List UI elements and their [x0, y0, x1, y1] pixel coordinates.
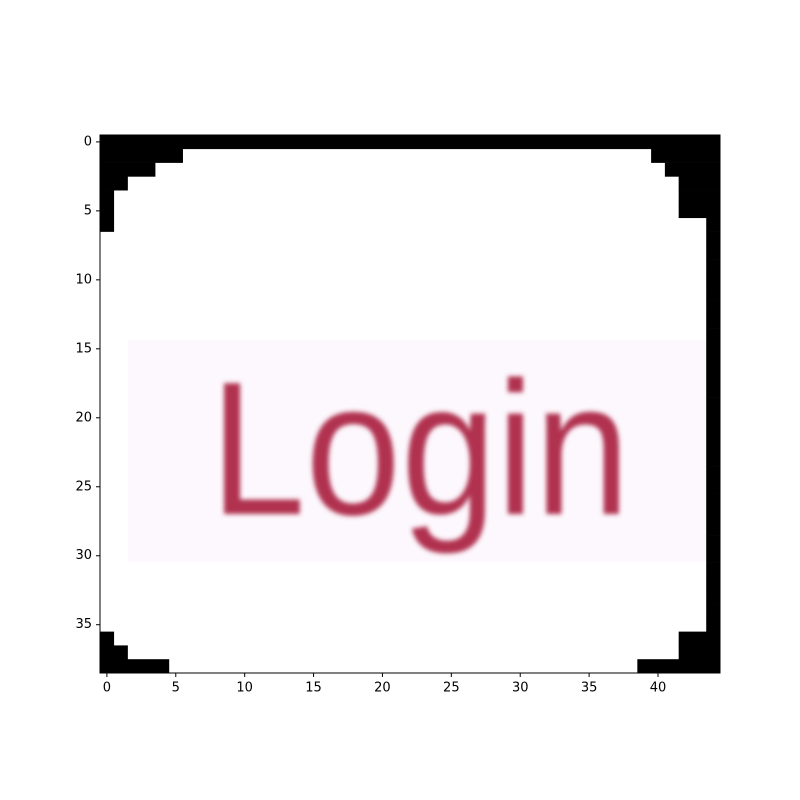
black-pixel — [100, 217, 115, 232]
black-pixel — [706, 245, 721, 260]
black-pixel — [100, 162, 156, 177]
black-pixel — [706, 383, 721, 398]
black-pixel — [706, 521, 721, 536]
black-pixel — [706, 507, 721, 522]
y-tick-label: 0 — [84, 134, 92, 149]
black-pixel — [706, 355, 721, 370]
black-pixel — [706, 341, 721, 357]
y-tick-label: 15 — [75, 341, 92, 356]
black-pixel — [706, 369, 721, 384]
black-pixel — [706, 604, 721, 619]
image-text: Login — [210, 343, 630, 555]
black-pixel — [706, 452, 721, 467]
x-tick-label: 25 — [443, 681, 460, 696]
black-pixel — [100, 631, 115, 646]
black-pixel — [706, 493, 721, 508]
y-tick-label: 10 — [75, 272, 92, 287]
black-pixel — [664, 162, 721, 177]
x-tick-label: 15 — [305, 681, 322, 696]
black-pixel — [706, 479, 721, 494]
black-pixel — [706, 576, 721, 591]
black-pixel — [678, 176, 721, 191]
black-pixel — [678, 645, 721, 660]
x-tick-label: 0 — [103, 681, 111, 696]
black-pixel — [706, 397, 721, 412]
black-pixel — [706, 535, 721, 550]
black-pixel — [706, 438, 721, 453]
black-pixel — [706, 286, 721, 301]
black-pixel — [678, 631, 721, 646]
y-tick-label: 30 — [75, 548, 92, 563]
black-pixel — [706, 259, 721, 274]
black-pixel — [100, 148, 183, 163]
black-pixel — [706, 231, 721, 246]
black-pixel — [678, 190, 721, 205]
black-pixel — [100, 135, 721, 150]
x-tick-label: 20 — [374, 681, 391, 696]
black-pixel — [706, 410, 721, 425]
black-pixel — [100, 176, 128, 191]
y-tick-label: 35 — [75, 617, 92, 632]
black-pixel — [706, 314, 721, 329]
x-tick-label: 35 — [581, 681, 598, 696]
text-backdrop — [128, 340, 706, 562]
black-pixel — [706, 424, 721, 439]
y-tick-label: 20 — [75, 410, 92, 425]
black-pixel — [100, 659, 170, 674]
black-pixel — [706, 466, 721, 481]
black-pixel — [706, 548, 721, 563]
frame-pixels — [100, 135, 721, 674]
black-pixel — [678, 203, 721, 219]
black-pixel — [100, 190, 115, 205]
x-tick-label: 5 — [172, 681, 180, 696]
black-pixel — [651, 148, 721, 163]
axes-frame — [99, 134, 721, 674]
x-tick-label: 30 — [512, 681, 529, 696]
black-pixel — [706, 300, 721, 315]
black-pixel — [100, 203, 115, 219]
y-tick-label: 25 — [75, 479, 92, 494]
black-pixel — [706, 590, 721, 605]
black-pixel — [100, 645, 128, 660]
black-pixel — [706, 272, 721, 288]
black-pixel — [706, 617, 721, 632]
black-pixel — [706, 562, 721, 577]
x-tick-label: 10 — [236, 681, 253, 696]
y-tick-label: 5 — [84, 203, 92, 218]
x-tick-label: 40 — [650, 681, 667, 696]
black-pixel — [637, 659, 721, 674]
black-pixel — [706, 217, 721, 232]
black-pixel — [706, 328, 721, 343]
